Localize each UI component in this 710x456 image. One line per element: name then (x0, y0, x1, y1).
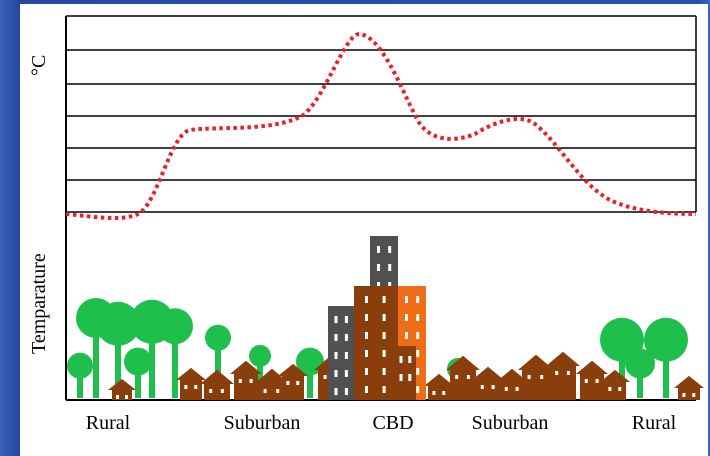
house-9 (472, 366, 504, 400)
house-14 (600, 369, 630, 400)
tree-rural-right-2 (644, 317, 688, 398)
house-5 (278, 363, 308, 400)
building-gray-left (328, 306, 354, 400)
tree-rural-left-5 (67, 352, 93, 398)
tree-suburban-left-2 (249, 344, 271, 398)
tree-rural-left-2 (96, 301, 140, 398)
building-brown-low (394, 346, 416, 400)
house-3 (230, 360, 262, 400)
zone-label-cbd: CBD (372, 412, 414, 434)
house-10 (496, 368, 528, 400)
tree-rural-left-6 (124, 347, 152, 398)
house-12 (546, 351, 580, 400)
building-brown-main (354, 286, 398, 400)
house-13 (576, 360, 608, 400)
house-0 (108, 379, 136, 400)
cityscape-illustration (67, 236, 704, 400)
house-2 (200, 369, 234, 400)
tree-rural-left-4 (157, 308, 193, 398)
heat-island-panel: °C Temparature Rural Suburban CBD Suburb… (20, 4, 708, 456)
zone-label-rural-left: Rural (85, 412, 131, 434)
house-4 (254, 368, 290, 400)
urban-heat-island-diagram (65, 15, 704, 401)
temperature-curve (65, 32, 697, 220)
house-1 (176, 367, 206, 400)
zone-label-rural-right: Rural (631, 412, 677, 434)
y-axis-label: Temparature (28, 253, 50, 354)
house-11 (518, 354, 554, 400)
zone-label-suburban-left: Suburban (223, 412, 301, 434)
house-7 (424, 373, 454, 400)
tree-suburban-left-1 (205, 324, 231, 398)
house-8 (446, 355, 480, 400)
y-axis-unit-label: °C (28, 54, 50, 76)
zone-label-suburban-right: Suburban (471, 412, 549, 434)
tree-rural-right-3 (625, 348, 655, 398)
house-15 (674, 375, 704, 400)
